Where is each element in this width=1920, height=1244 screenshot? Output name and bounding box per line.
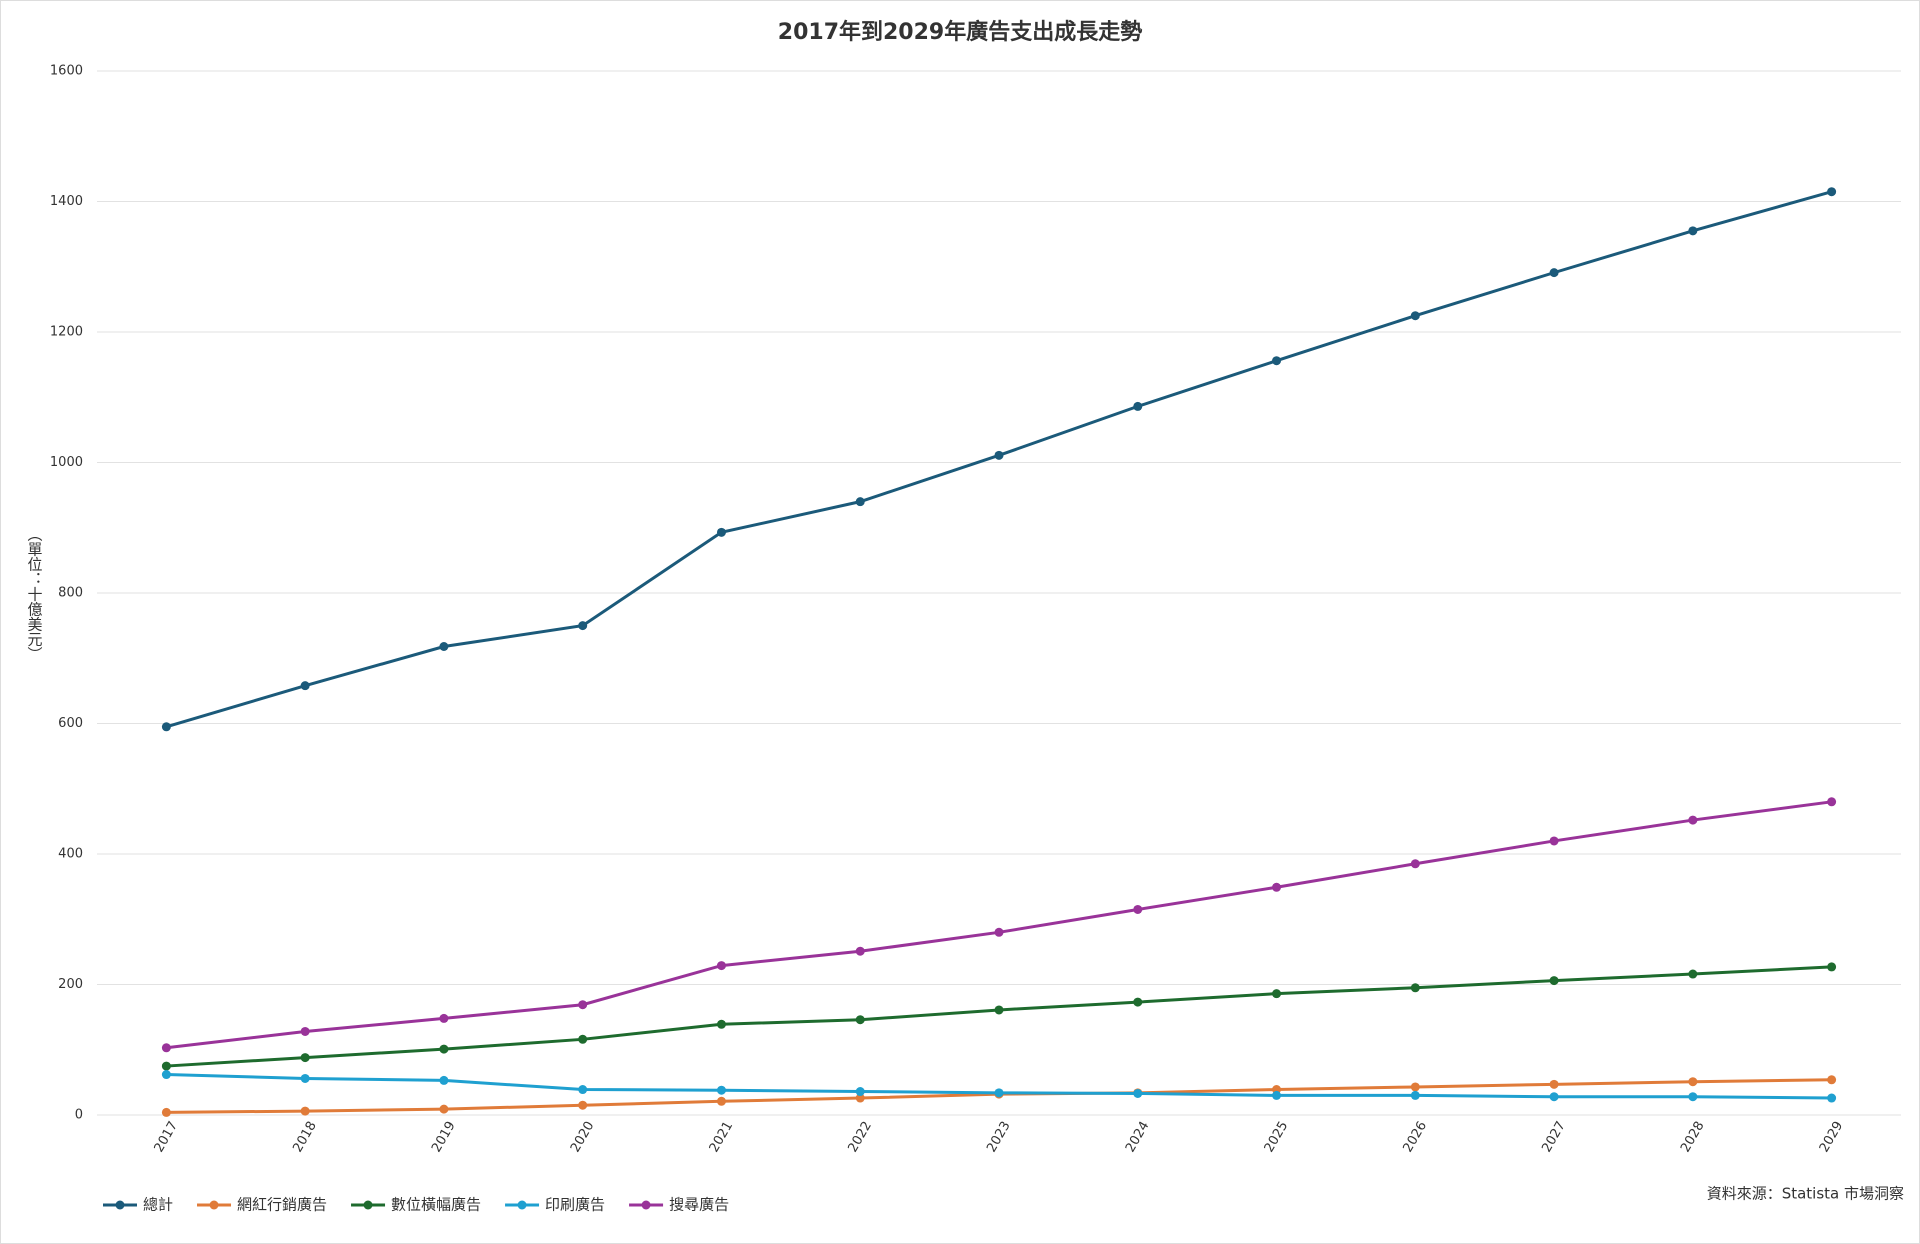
data-point — [1410, 311, 1420, 321]
data-point — [1272, 989, 1282, 999]
data-point — [1410, 859, 1420, 869]
data-point — [716, 527, 726, 537]
y-tick-label: 1000 — [50, 455, 83, 470]
data-point — [994, 450, 1004, 460]
data-point — [716, 1085, 726, 1095]
data-point — [1133, 904, 1143, 914]
y-tick-label: 1400 — [50, 194, 83, 209]
data-point — [855, 1087, 865, 1097]
data-point — [994, 1005, 1004, 1015]
source-note: 資料來源：Statista 市場洞察 — [1707, 1185, 1904, 1203]
legend-marker — [363, 1200, 373, 1210]
data-point — [1272, 1090, 1282, 1100]
data-point — [1827, 1075, 1837, 1085]
data-point — [300, 1053, 310, 1063]
data-point — [578, 1100, 588, 1110]
data-point — [439, 1104, 449, 1114]
y-tick-label: 0 — [75, 1108, 83, 1123]
data-point — [1827, 1093, 1837, 1103]
data-point — [1133, 1088, 1143, 1098]
data-point — [1827, 962, 1837, 972]
data-point — [300, 1026, 310, 1036]
data-point — [1688, 1077, 1698, 1087]
data-point — [300, 681, 310, 691]
data-point — [161, 1043, 171, 1053]
y-tick-label: 400 — [58, 847, 83, 862]
data-point — [439, 642, 449, 652]
data-point — [716, 961, 726, 971]
data-point — [716, 1019, 726, 1029]
legend-marker — [641, 1200, 651, 1210]
data-point — [1688, 969, 1698, 979]
data-point — [1688, 815, 1698, 825]
data-point — [1827, 797, 1837, 807]
data-point — [994, 1088, 1004, 1098]
data-point — [439, 1044, 449, 1054]
data-point — [300, 1073, 310, 1083]
data-point — [1549, 836, 1559, 846]
data-point — [161, 1107, 171, 1117]
legend-label: 網紅行銷廣告 — [237, 1196, 327, 1214]
data-point — [855, 1093, 865, 1103]
data-point — [161, 722, 171, 732]
data-point — [439, 1075, 449, 1085]
data-point — [855, 946, 865, 956]
legend-label: 總計 — [143, 1196, 173, 1214]
data-point — [1133, 997, 1143, 1007]
data-point — [1272, 356, 1282, 366]
legend-marker — [209, 1200, 219, 1210]
data-point — [855, 497, 865, 507]
data-point — [1549, 1092, 1559, 1102]
data-point — [578, 1085, 588, 1095]
data-point — [1272, 882, 1282, 892]
data-point — [578, 1000, 588, 1010]
y-axis-label: （單位：十億美元） — [26, 527, 44, 662]
data-point — [1549, 268, 1559, 278]
y-tick-label: 1200 — [50, 325, 83, 340]
legend-marker — [115, 1200, 125, 1210]
data-point — [1410, 1090, 1420, 1100]
data-point — [716, 1096, 726, 1106]
y-tick-label: 1600 — [50, 64, 83, 79]
legend-label: 搜尋廣告 — [669, 1196, 729, 1214]
data-point — [1549, 976, 1559, 986]
data-point — [578, 621, 588, 631]
data-point — [1549, 1079, 1559, 1089]
y-tick-label: 200 — [58, 977, 83, 992]
y-tick-label: 800 — [58, 586, 83, 601]
data-point — [1410, 1082, 1420, 1092]
data-point — [1410, 983, 1420, 993]
legend-marker — [517, 1200, 527, 1210]
data-point — [1133, 401, 1143, 411]
legend-label: 印刷廣告 — [545, 1196, 605, 1214]
data-point — [300, 1106, 310, 1116]
legend-label: 數位橫幅廣告 — [391, 1196, 481, 1214]
data-point — [439, 1013, 449, 1023]
data-point — [1688, 1092, 1698, 1102]
data-point — [994, 927, 1004, 937]
data-point — [578, 1034, 588, 1044]
y-tick-label: 600 — [58, 716, 83, 731]
data-point — [1688, 226, 1698, 236]
data-point — [1827, 187, 1837, 197]
data-point — [161, 1070, 171, 1080]
data-point — [161, 1061, 171, 1071]
chart-title: 2017年到2029年廣告支出成長走勢 — [778, 19, 1142, 45]
data-point — [855, 1015, 865, 1025]
